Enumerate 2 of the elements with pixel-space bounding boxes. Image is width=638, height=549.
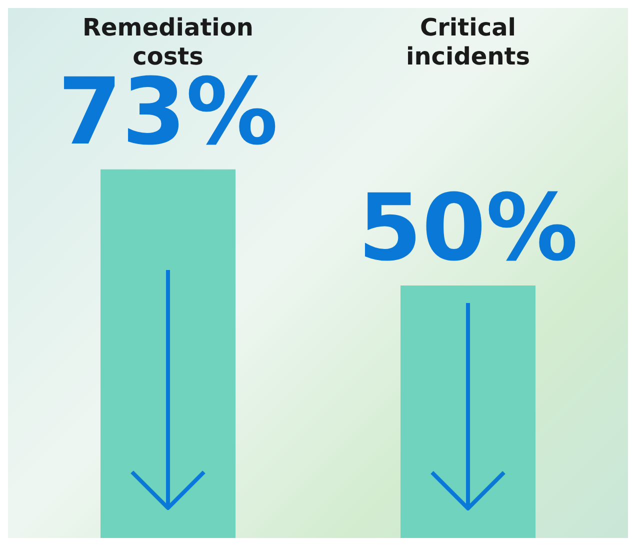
- x-tick-label: Critical incidents: [406, 14, 530, 70]
- data-label: 50%: [358, 174, 578, 282]
